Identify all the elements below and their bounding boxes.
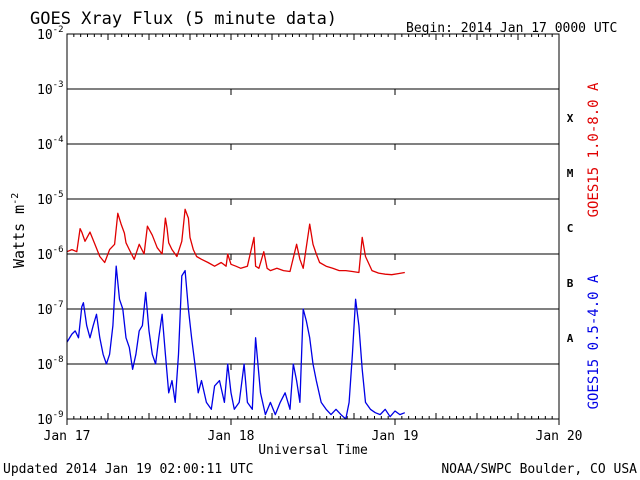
flare-class-b: B <box>567 277 574 290</box>
y-tick-label-6: 10-8 <box>37 355 64 373</box>
plot-frame <box>66 33 560 420</box>
flare-class-c: C <box>567 222 574 235</box>
credit-label: NOAA/SWPC Boulder, CO USA <box>441 462 637 477</box>
flux-series <box>66 208 406 420</box>
y-tick-label-7: 10-9 <box>37 410 64 428</box>
y-tick-label-4: 10-6 <box>37 245 64 263</box>
y-tick-label-2: 10-4 <box>37 135 64 153</box>
legend-entry-0: GOES15 1.0-8.0 A <box>586 82 602 217</box>
y-axis-label: Watts m-2 <box>10 193 28 268</box>
x-tick-label-0: Jan 17 <box>44 429 91 444</box>
chart-title: GOES Xray Flux (5 minute data) <box>30 9 337 29</box>
begin-date-label: Begin: 2014 Jan 17 0000 UTC <box>406 21 617 36</box>
flare-class-x: X <box>567 112 574 125</box>
legend: GOES15 1.0-8.0 A GOES15 0.5-4.0 A <box>586 82 602 409</box>
series-line-0 <box>66 208 405 276</box>
series-line-1 <box>66 265 406 420</box>
y-tick-labels: 10-2 10-3 10-4 10-5 10-6 10-7 10-8 10-9 <box>37 25 64 428</box>
flare-class-m: M <box>567 167 574 180</box>
x-tick-label-1: Jan 18 <box>208 429 255 444</box>
x-axis-label: Universal Time <box>258 443 368 458</box>
x-tick-labels: Jan 17 Jan 18 Jan 19 Jan 20 <box>44 429 583 444</box>
y-tick-label-3: 10-5 <box>37 190 64 208</box>
flare-class-labels: X M C B A <box>567 112 574 345</box>
y-tick-label-0: 10-2 <box>37 25 64 43</box>
x-tick-label-2: Jan 19 <box>372 429 419 444</box>
y-tick-label-1: 10-3 <box>37 80 64 98</box>
x-tick-label-3: Jan 20 <box>536 429 583 444</box>
updated-timestamp: Updated 2014 Jan 19 02:00:11 UTC <box>3 462 253 477</box>
flare-class-a: A <box>567 332 574 345</box>
y-tick-label-5: 10-7 <box>37 300 64 318</box>
legend-entry-1: GOES15 0.5-4.0 A <box>586 274 602 409</box>
